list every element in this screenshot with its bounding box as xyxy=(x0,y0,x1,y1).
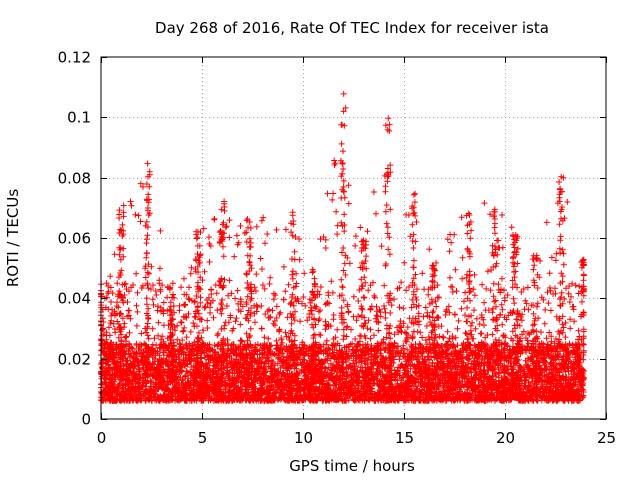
data-points xyxy=(98,90,587,404)
x-tick-label: 15 xyxy=(395,429,414,447)
y-axis-title: ROTI / TECUs xyxy=(4,189,22,287)
x-axis-title: GPS time / hours xyxy=(289,457,415,475)
y-tick-label: 0.1 xyxy=(67,109,91,127)
x-tick-label: 20 xyxy=(496,429,515,447)
y-tick-label: 0.08 xyxy=(58,170,91,188)
y-tick-label: 0.04 xyxy=(58,290,91,308)
y-tick-label: 0.12 xyxy=(58,49,91,67)
x-tick-label: 5 xyxy=(198,429,208,447)
x-tick-label: 0 xyxy=(97,429,107,447)
y-tick-label: 0.02 xyxy=(58,351,91,369)
x-tick-labels: 0 5 10 15 20 25 xyxy=(97,429,616,447)
grid xyxy=(101,57,606,419)
chart-title: Day 268 of 2016, Rate Of TEC Index for r… xyxy=(155,19,549,37)
y-tick-label: 0.06 xyxy=(58,230,91,248)
y-tick-label: 0 xyxy=(81,411,91,429)
x-tick-label: 10 xyxy=(294,429,313,447)
x-tick-label: 25 xyxy=(597,429,616,447)
y-tick-labels: 0 0.02 0.04 0.06 0.08 0.1 0.12 xyxy=(58,49,91,429)
roti-point-markers xyxy=(98,90,587,404)
axis-ticks xyxy=(101,57,607,420)
